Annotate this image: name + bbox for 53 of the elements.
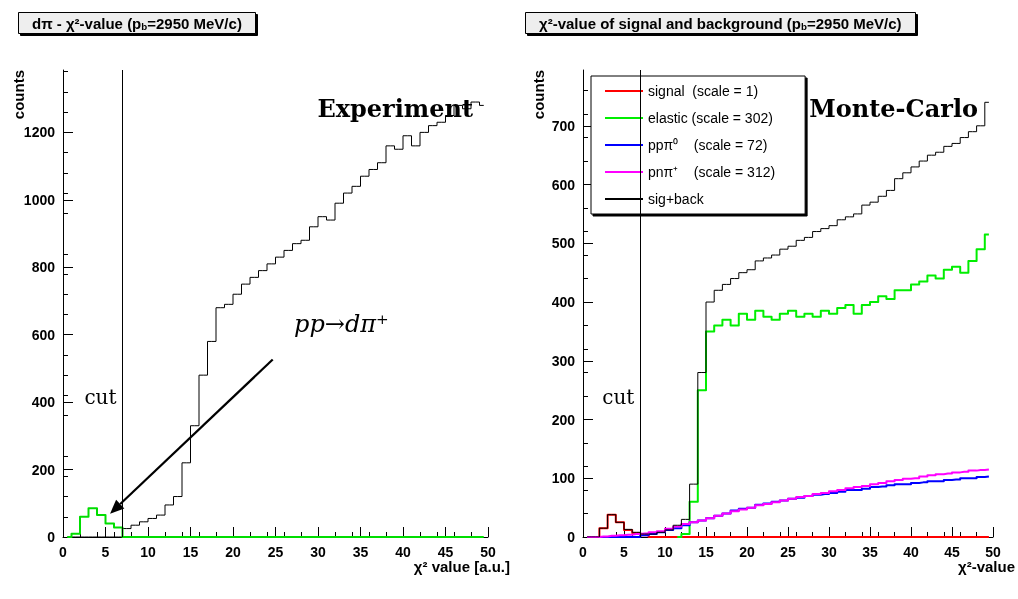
- x-tick-label: 40: [395, 544, 411, 560]
- legend-label: elastic (scale = 302): [648, 110, 773, 126]
- x-tick-label: 5: [620, 544, 629, 560]
- annotation: Experiment: [317, 93, 474, 123]
- y-tick-label: 1200: [23, 124, 56, 141]
- x-tick-label: 35: [352, 544, 369, 560]
- legend-label: sig+back: [648, 191, 705, 207]
- x-tick-label: 50: [985, 544, 1001, 560]
- x-axis-title: χ²-value: [958, 558, 1015, 575]
- ref-line-label: cut: [602, 384, 635, 409]
- x-tick-label: 25: [267, 544, 284, 560]
- x-tick-label: 50: [480, 544, 496, 560]
- x-tick-label: 25: [780, 544, 796, 560]
- x-tick-label: 15: [698, 544, 714, 560]
- y-tick-label: 1000: [23, 191, 56, 208]
- annotation: Monte-Carlo: [809, 93, 978, 123]
- x-tick-label: 20: [225, 544, 241, 560]
- y-tick-label: 600: [31, 326, 56, 343]
- y-tick-label: 0: [567, 529, 576, 545]
- ref-line-label: cut: [84, 384, 117, 409]
- x-tick-label: 45: [437, 544, 454, 560]
- x-tick-label: 5: [101, 544, 110, 560]
- y-tick-label: 800: [31, 259, 56, 276]
- x-axis-title: χ² value [a.u.]: [413, 558, 510, 575]
- y-tick-label: 500: [551, 235, 576, 252]
- chart-title: dπ - χ²-value (pb=2950 MeV/c): [32, 14, 242, 32]
- y-tick-label: 700: [551, 117, 576, 134]
- x-tick-label: 10: [140, 544, 156, 560]
- x-tick-label: 45: [944, 544, 960, 560]
- y-tick-label: 400: [31, 394, 56, 411]
- x-tick-label: 20: [739, 544, 755, 560]
- x-tick-label: 10: [657, 544, 673, 560]
- x-tick-label: 0: [59, 544, 68, 560]
- y-axis-title: counts: [529, 70, 547, 120]
- legend-label: ppπ⁰ (scale = 72): [648, 137, 768, 153]
- x-tick-label: 40: [903, 544, 919, 560]
- annotation: pp→dπ⁺: [294, 310, 389, 339]
- y-tick-label: 0: [47, 529, 56, 545]
- y-tick-label: 300: [551, 352, 576, 369]
- x-tick-label: 30: [821, 544, 837, 560]
- y-tick-label: 600: [551, 176, 576, 193]
- y-tick-label: 100: [551, 470, 576, 487]
- x-tick-label: 0: [579, 544, 588, 560]
- y-tick-label: 400: [551, 294, 576, 311]
- y-axis-title: counts: [9, 70, 27, 120]
- chart-title: χ²-value of signal and background (pb=2950 MeV/c): [539, 14, 902, 32]
- x-tick-label: 15: [182, 544, 199, 560]
- legend-label: signal (scale = 1): [648, 83, 759, 99]
- x-tick-label: 35: [862, 544, 878, 560]
- y-tick-label: 200: [551, 411, 576, 428]
- legend-label: pnπ⁺ (scale = 312): [648, 164, 776, 180]
- x-tick-label: 30: [310, 544, 326, 560]
- y-tick-label: 200: [31, 461, 56, 478]
